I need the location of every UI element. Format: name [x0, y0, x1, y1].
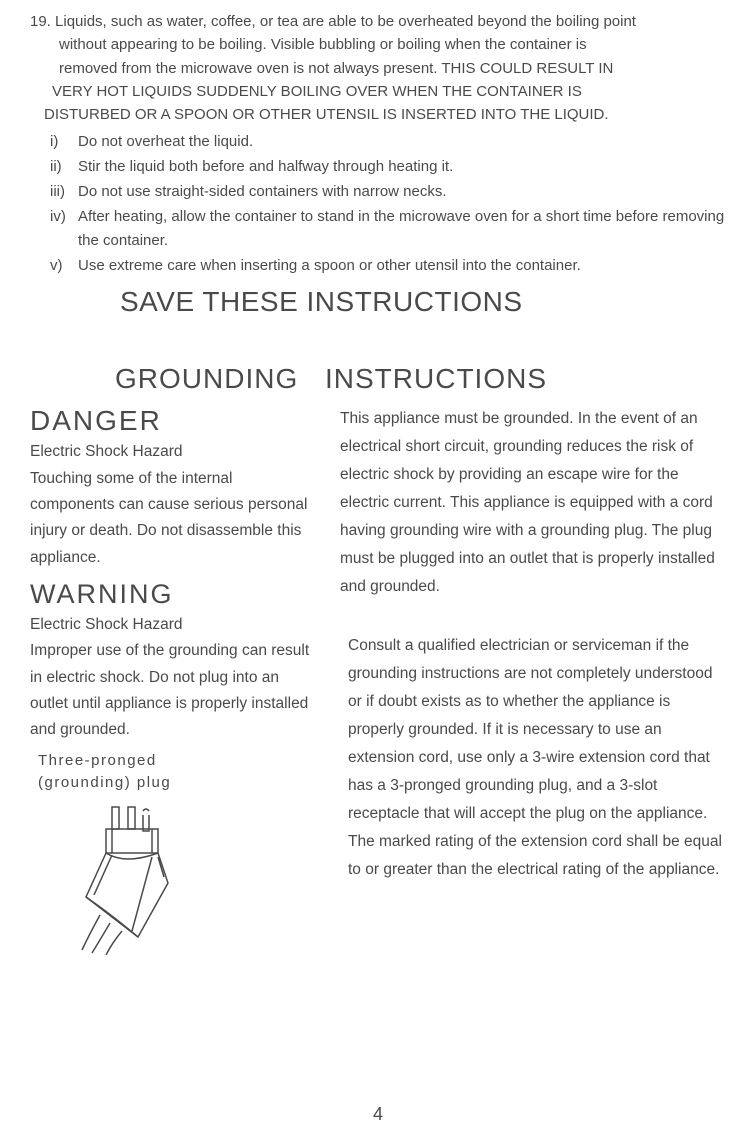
safety-item-19: 19. Liquids, such as water, coffee, or t… — [30, 10, 726, 126]
sub-item-text: Do not use straight-sided containers wit… — [78, 180, 726, 204]
three-prong-plug-icon — [70, 805, 200, 955]
sub-item-iv: iv) After heating, allow the container t… — [50, 205, 726, 253]
grounding-para-2: Consult a qualified electrician or servi… — [340, 632, 726, 883]
save-instructions-heading: SAVE THESE INSTRUCTIONS — [30, 286, 726, 318]
warning-body: Improper use of the grounding can result… — [30, 638, 310, 743]
item-19-line-2: without appearing to be boiling. Visible… — [30, 33, 726, 56]
sub-item-num: ii) — [50, 155, 78, 179]
sub-item-text: Stir the liquid both before and halfway … — [78, 155, 726, 179]
warning-subhead: Electric Shock Hazard — [30, 612, 310, 638]
sub-item-num: iv) — [50, 205, 78, 253]
danger-subhead: Electric Shock Hazard — [30, 439, 310, 465]
sub-item-num: i) — [50, 130, 78, 154]
sub-item-num: iii) — [50, 180, 78, 204]
sub-item-i: i) Do not overheat the liquid. — [50, 130, 726, 154]
sub-item-num: v) — [50, 254, 78, 278]
danger-heading: DANGER — [30, 405, 310, 437]
item-19-line-4: VERY HOT LIQUIDS SUDDENLY BOILING OVER W… — [30, 80, 726, 103]
item-19-line-3: removed from the microwave oven is not a… — [30, 57, 726, 80]
left-column: DANGER Electric Shock Hazard Touching so… — [30, 405, 310, 959]
danger-body: Touching some of the internal components… — [30, 466, 310, 571]
grounding-para-1: This appliance must be grounded. In the … — [340, 405, 726, 600]
plug-label-line-1: Three-pronged — [38, 752, 157, 769]
two-column-layout: DANGER Electric Shock Hazard Touching so… — [30, 405, 726, 959]
sub-items-list: i) Do not overheat the liquid. ii) Stir … — [30, 130, 726, 278]
warning-heading: WARNING — [30, 579, 310, 610]
page-number: 4 — [373, 1104, 383, 1125]
sub-item-text: Do not overheat the liquid. — [78, 130, 726, 154]
sub-item-text: After heating, allow the container to st… — [78, 205, 726, 253]
plug-illustration — [30, 805, 310, 960]
sub-item-ii: ii) Stir the liquid both before and half… — [50, 155, 726, 179]
sub-item-v: v) Use extreme care when inserting a spo… — [50, 254, 726, 278]
item-19-line-1: 19. Liquids, such as water, coffee, or t… — [30, 10, 726, 33]
plug-label-line-2: (grounding) plug — [38, 774, 171, 791]
plug-label: Three-pronged (grounding) plug — [30, 750, 310, 795]
sub-item-text: Use extreme care when inserting a spoon … — [78, 254, 726, 278]
right-column: This appliance must be grounded. In the … — [340, 405, 726, 959]
item-19-line-5: DISTURBED OR A SPOON OR OTHER UTENSIL IS… — [30, 103, 726, 126]
sub-item-iii: iii) Do not use straight-sided container… — [50, 180, 726, 204]
grounding-heading: GROUNDING INSTRUCTIONS — [30, 363, 726, 395]
